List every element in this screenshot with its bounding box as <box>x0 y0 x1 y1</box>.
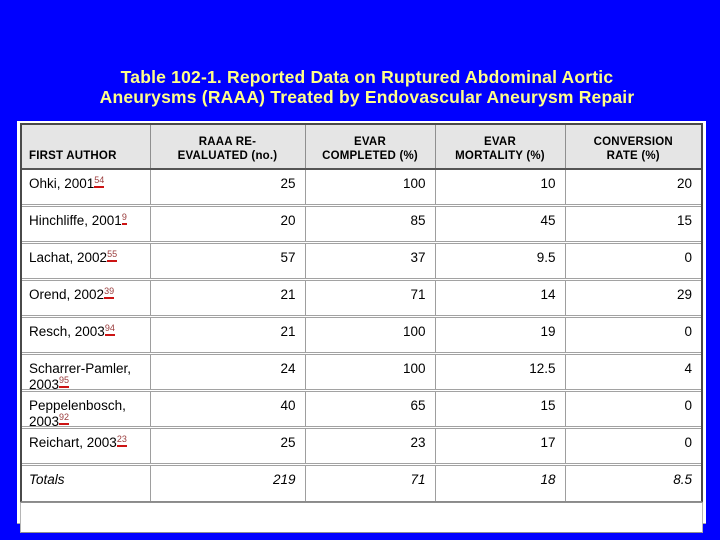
author-cell: Hinchliffe, 20019 <box>22 205 151 244</box>
slide-title: Table 102-1. Reported Data on Ruptured A… <box>0 67 720 107</box>
reference-link[interactable]: 94 <box>104 324 115 336</box>
conversion-rate-cell: 4 <box>565 353 701 392</box>
reference-link[interactable]: 23 <box>116 435 127 447</box>
table-row: Resch, 200394 21 100 19 0 <box>22 316 701 355</box>
evar-mortality-cell: 19 <box>435 316 566 355</box>
evar-completed-cell: 23 <box>305 427 436 466</box>
evar-mortality-cell: 17 <box>435 427 566 466</box>
totals-raaa-cell: 219 <box>150 464 306 501</box>
totals-row: Totals 219 71 18 8.5 <box>22 464 701 501</box>
evar-completed-cell: 85 <box>305 205 436 244</box>
author-cell: Reichart, 200323 <box>22 427 151 466</box>
reference-link[interactable]: 39 <box>104 287 115 299</box>
table-row: Hinchliffe, 20019 20 85 45 15 <box>22 205 701 244</box>
raaa-reevaluated-cell: 57 <box>150 242 306 281</box>
author-cell: Orend, 200239 <box>22 279 151 318</box>
evar-mortality-cell: 14 <box>435 279 566 318</box>
table-row: Reichart, 200323 25 23 17 0 <box>22 427 701 466</box>
evar-mortality-cell: 12.5 <box>435 353 566 392</box>
column-header-conversion-rate: CONVERSION RATE (%) <box>565 125 701 170</box>
conversion-rate-cell: 0 <box>565 316 701 355</box>
raaa-reevaluated-cell: 20 <box>150 205 306 244</box>
reference-link[interactable]: 92 <box>59 412 70 425</box>
raaa-reevaluated-cell: 25 <box>150 427 306 466</box>
author-cell: Peppelenbosch, 200392 <box>22 390 151 429</box>
table-row: Peppelenbosch, 200392 40 65 15 0 <box>22 390 701 429</box>
conversion-rate-cell: 0 <box>565 427 701 466</box>
table-placeholder: FIRST AUTHOR RAAA RE- EVALUATED (no.) EVA… <box>17 121 706 533</box>
empty-table-footer-row <box>20 501 703 533</box>
totals-label-cell: Totals <box>22 464 151 501</box>
evar-completed-cell: 100 <box>305 353 436 392</box>
author-cell: Scharrer-Pamler, 200395 <box>22 353 151 392</box>
evar-completed-cell: 37 <box>305 242 436 281</box>
evar-completed-cell: 100 <box>305 316 436 355</box>
evar-mortality-cell: 9.5 <box>435 242 566 281</box>
raaa-reevaluated-cell: 40 <box>150 390 306 429</box>
raaa-reevaluated-cell: 24 <box>150 353 306 392</box>
author-cell: Ohki, 200154 <box>22 169 151 207</box>
table-grid: FIRST AUTHOR RAAA RE- EVALUATED (no.) EVA… <box>20 123 703 502</box>
raaa-reevaluated-cell: 25 <box>150 169 306 207</box>
table-row: Orend, 200239 21 71 14 29 <box>22 279 701 318</box>
conversion-rate-cell: 0 <box>565 242 701 281</box>
header-row: FIRST AUTHOR RAAA RE- EVALUATED (no.) EVA… <box>22 125 701 170</box>
raaa-reevaluated-cell: 21 <box>150 279 306 318</box>
totals-evar-mortality-cell: 18 <box>435 464 566 501</box>
reference-link[interactable]: 55 <box>107 250 118 262</box>
evar-mortality-cell: 45 <box>435 205 566 244</box>
column-header-raaa-reevaluated: RAAA RE- EVALUATED (no.) <box>150 125 306 170</box>
evar-mortality-cell: 10 <box>435 169 566 207</box>
totals-evar-completed-cell: 71 <box>305 464 436 501</box>
table-row: Lachat, 200255 57 37 9.5 0 <box>22 242 701 281</box>
reference-link[interactable]: 9 <box>121 213 127 225</box>
title-line-2: Aneurysms (RAAA) Treated by Endovascular… <box>99 86 635 107</box>
table-row: Ohki, 200154 25 100 10 20 <box>22 169 701 207</box>
conversion-rate-cell: 15 <box>565 205 701 244</box>
author-cell: Lachat, 200255 <box>22 242 151 281</box>
column-header-evar-mortality: EVAR MORTALITY (%) <box>435 125 566 170</box>
conversion-rate-cell: 0 <box>565 390 701 429</box>
conversion-rate-cell: 29 <box>565 279 701 318</box>
evar-completed-cell: 71 <box>305 279 436 318</box>
raaa-reevaluated-cell: 21 <box>150 316 306 355</box>
author-cell: Resch, 200394 <box>22 316 151 355</box>
evar-mortality-cell: 15 <box>435 390 566 429</box>
table-row: Scharrer-Pamler, 200395 24 100 12.5 4 <box>22 353 701 392</box>
conversion-rate-cell: 20 <box>565 169 701 207</box>
totals-conversion-cell: 8.5 <box>673 472 692 487</box>
title-line-1: Table 102-1. Reported Data on Ruptured A… <box>120 67 614 87</box>
reference-link[interactable]: 54 <box>94 176 105 188</box>
evar-completed-cell: 100 <box>305 169 436 207</box>
reference-link[interactable]: 95 <box>59 375 70 388</box>
column-header-first-author: FIRST AUTHOR <box>22 125 151 170</box>
evar-completed-cell: 65 <box>305 390 436 429</box>
column-header-evar-completed: EVAR COMPLETED (%) <box>305 125 436 170</box>
data-table: FIRST AUTHOR RAAA RE- EVALUATED (no.) EVA… <box>22 125 701 501</box>
